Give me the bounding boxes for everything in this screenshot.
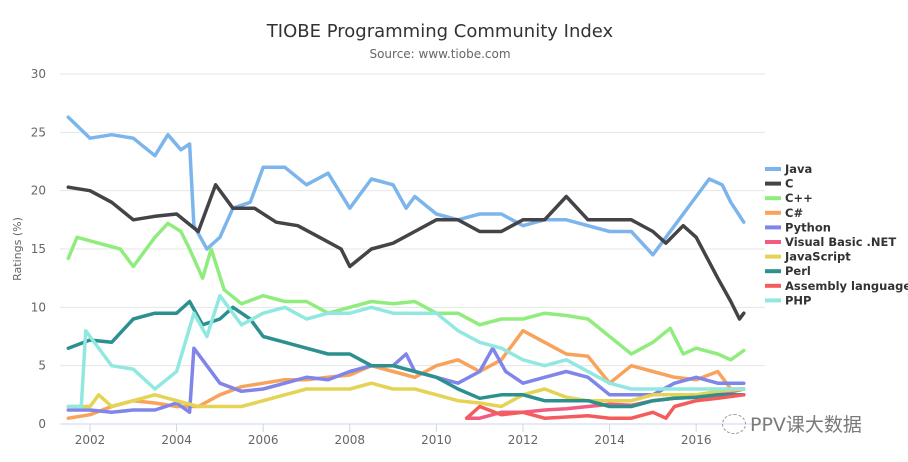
series-line-javascript (66, 381, 746, 409)
x-tick-label: 2008 (335, 433, 366, 447)
legend-swatch (765, 240, 781, 244)
legend-swatch (765, 210, 781, 215)
series-line-php (66, 293, 746, 409)
legend-swatch (765, 269, 781, 274)
x-tick-label: 2004 (161, 433, 192, 447)
legend-item[interactable]: Perl (765, 264, 811, 278)
legend-item[interactable]: C++ (765, 191, 813, 205)
series-line-c (66, 183, 746, 321)
legend-item[interactable]: C (765, 177, 793, 191)
y-tick-label: 5 (38, 359, 46, 373)
chart-title: TIOBE Programming Community Index (266, 21, 614, 42)
legend-swatch (765, 196, 781, 201)
legend-label: C (785, 177, 793, 191)
series-line-perl (66, 299, 746, 409)
legend-swatch (765, 283, 781, 288)
watermark: PPV课大数据 (722, 410, 862, 437)
x-tick-label: 2002 (75, 433, 106, 447)
series-line-java (66, 115, 746, 257)
x-tick-label: 2014 (594, 433, 625, 447)
legend-label: Visual Basic .NET (785, 235, 896, 249)
legend-swatch (765, 167, 781, 171)
x-tick-label: 2006 (248, 433, 279, 447)
watermark-text: PPV课大数据 (750, 414, 862, 436)
legend-item[interactable]: C# (765, 206, 803, 220)
legend-label: Perl (785, 264, 811, 278)
series-line-assembly-language (464, 393, 746, 420)
legend-swatch (765, 298, 781, 303)
legend-item[interactable]: Visual Basic .NET (765, 235, 896, 249)
legend-label: C++ (785, 191, 813, 205)
chart-subtitle: Source: www.tiobe.com (369, 47, 510, 61)
legend-item[interactable]: JavaScript (765, 250, 851, 264)
legend-item[interactable]: Java (765, 162, 812, 176)
legend-swatch (765, 254, 781, 259)
y-tick-label: 0 (38, 417, 46, 431)
legend-label: Java (784, 162, 812, 176)
legend-swatch (765, 181, 781, 186)
legend-label: C# (785, 206, 803, 220)
series-line-c- (66, 221, 746, 362)
legend-label: PHP (785, 293, 811, 307)
legend-item[interactable]: Assembly language (765, 279, 908, 293)
y-tick-label: 25 (31, 125, 46, 139)
legend-label: Assembly language (785, 279, 908, 293)
legend-swatch (765, 225, 781, 230)
y-tick-label: 30 (31, 67, 46, 81)
series-line-python (66, 346, 746, 415)
y-tick-label: 15 (31, 242, 46, 256)
x-tick-label: 2012 (508, 433, 539, 447)
legend-label: Python (785, 220, 831, 234)
x-tick-label: 2010 (421, 433, 452, 447)
legend-label: JavaScript (784, 250, 851, 264)
wechat-logo-icon (722, 413, 746, 434)
y-tick-label: 10 (31, 300, 46, 314)
legend-item[interactable]: PHP (765, 293, 811, 307)
y-tick-label: 20 (31, 184, 46, 198)
x-tick-label: 2016 (681, 433, 712, 447)
y-axis-label: Ratings (%) (11, 217, 24, 281)
legend-item[interactable]: Python (765, 220, 831, 234)
